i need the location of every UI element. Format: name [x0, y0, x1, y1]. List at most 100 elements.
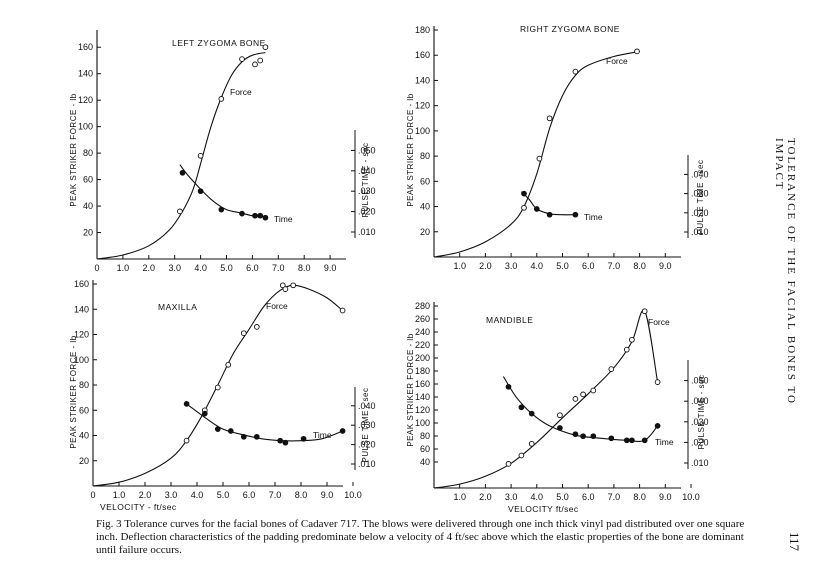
y-tick-label: 180 — [415, 25, 430, 35]
x-tick-label: 5.0 — [217, 490, 230, 500]
y2-tick-label: .030 — [358, 420, 376, 430]
x-tick-label: 10.0 — [344, 490, 362, 500]
x-tick-label: 3.0 — [505, 492, 518, 502]
series-force: Force — [433, 308, 670, 489]
y2-tick-label: .010 — [358, 459, 376, 469]
data-point — [197, 152, 204, 159]
y-tick-label: 40 — [420, 457, 430, 467]
panel-title: MAXILLA — [158, 302, 197, 312]
data-point — [262, 214, 269, 221]
y-tick-label: 280 — [415, 301, 430, 311]
data-point — [572, 431, 579, 438]
series-time: Time — [502, 376, 674, 447]
series-label: Time — [313, 430, 332, 440]
series-time: Time — [179, 164, 293, 224]
x-tick-label: 6.0 — [582, 261, 595, 271]
panel-left-zygoma: 0 1.0 2.0 3.0 4.0 5.0 6.0 7.0 8.0 9.0 20 40 60 80 100 1… — [69, 30, 376, 273]
series-label: Force — [648, 317, 670, 327]
y2-axis-label: PULSE TIME - sec — [696, 160, 705, 235]
data-point — [641, 437, 648, 444]
y-tick-label: 240 — [415, 327, 430, 337]
x-tick-label: 4.0 — [191, 490, 204, 500]
x-tick-label: 3.0 — [168, 263, 181, 273]
data-point — [557, 412, 563, 419]
y-tick-label: 20 — [79, 456, 89, 466]
y-tick-label: 140 — [78, 69, 93, 79]
page-number: 117 — [787, 532, 802, 552]
y-tick-label: 40 — [420, 202, 430, 212]
data-point — [282, 439, 289, 446]
data-point — [623, 346, 630, 353]
y-tick-label: 80 — [420, 431, 430, 441]
y-tick-label: 80 — [83, 148, 93, 158]
data-point — [641, 308, 648, 315]
y-tick-label: 60 — [79, 405, 89, 415]
y-tick-label: 40 — [79, 431, 89, 441]
panel-title: LEFT ZYGOMA BONE — [172, 38, 266, 48]
data-point — [227, 428, 234, 434]
y-tick-label: 180 — [415, 366, 430, 376]
x-tick-label: 6.0 — [246, 263, 259, 273]
series-line — [433, 309, 659, 489]
y2-tick-label: .040 — [358, 401, 376, 411]
x-tick-label: 5.0 — [556, 492, 569, 502]
y-tick-label: 140 — [415, 75, 430, 85]
x-tick-label: 1.0 — [453, 261, 466, 271]
panel-title: RIGHT ZYGOMA BONE — [520, 24, 620, 34]
data-point — [521, 204, 527, 211]
y2-tick-label: .050 — [358, 145, 376, 155]
x-tick-label: 5.0 — [556, 261, 569, 271]
x-tick-label: 3.0 — [165, 490, 178, 500]
x-tick-label: 9.0 — [659, 261, 672, 271]
y-tick-label: 160 — [74, 279, 89, 289]
data-point — [300, 435, 307, 442]
x-tick-label: 7.0 — [269, 490, 282, 500]
panel-maxilla: 0 1.0 2.0 3.0 4.0 5.0 6.0 7.0 8.0 9.0 10.0 20 40 60 80… — [69, 279, 376, 512]
data-point — [505, 461, 512, 467]
data-point — [634, 48, 640, 55]
series-label: Force — [606, 56, 628, 66]
data-point — [521, 190, 527, 197]
x-tick-label: 7.0 — [272, 263, 285, 273]
data-point — [252, 212, 258, 219]
x-tick-label: 2.0 — [143, 263, 156, 273]
y-tick-label: 120 — [415, 101, 430, 111]
y-tick-label: 100 — [74, 355, 89, 365]
y-tick-label: 20 — [420, 227, 430, 237]
data-point — [590, 433, 597, 440]
y2-tick-label: .050 — [691, 376, 709, 386]
data-point — [240, 433, 247, 440]
x-tick-label: 6.0 — [582, 492, 595, 502]
figure-caption: Fig. 3 Tolerance curves for the facial b… — [96, 518, 745, 556]
y-tick-label: 100 — [415, 126, 430, 136]
data-point — [201, 410, 208, 417]
x-tick-label: 10.0 — [682, 492, 700, 502]
data-point — [240, 330, 247, 337]
data-point — [257, 57, 264, 64]
y2-tick-label: .040 — [358, 166, 376, 176]
data-point — [177, 208, 183, 215]
series-force: Force — [96, 44, 269, 260]
y2-tick-label: .010 — [358, 227, 376, 237]
y2-tick-label: .020 — [691, 437, 709, 447]
y-tick-label: 60 — [420, 444, 430, 454]
panel-right-zygoma: 1.0 2.0 3.0 4.0 5.0 6.0 7.0 8.0 9.0 20 40 60 80 100 12… — [406, 24, 709, 271]
y-tick-label: 160 — [415, 50, 430, 60]
x-tick-label: 2.0 — [479, 261, 492, 271]
data-point — [279, 282, 286, 289]
data-point — [654, 423, 661, 429]
data-point — [239, 210, 245, 217]
panel-title: MANDIBLE — [486, 315, 533, 325]
data-point — [262, 44, 269, 51]
x-tick-label: 0 — [90, 490, 95, 500]
y2-axis-label: PULSE TIME - sec — [697, 375, 706, 450]
series-line — [502, 376, 659, 443]
y-tick-label: 160 — [78, 42, 93, 52]
y2-tick-label: .020 — [691, 208, 709, 218]
y-tick-label: 80 — [420, 151, 430, 161]
series-line — [92, 284, 343, 487]
y-tick-label: 140 — [415, 392, 430, 402]
x-tick-label: 8.0 — [633, 492, 646, 502]
data-point — [629, 336, 635, 343]
